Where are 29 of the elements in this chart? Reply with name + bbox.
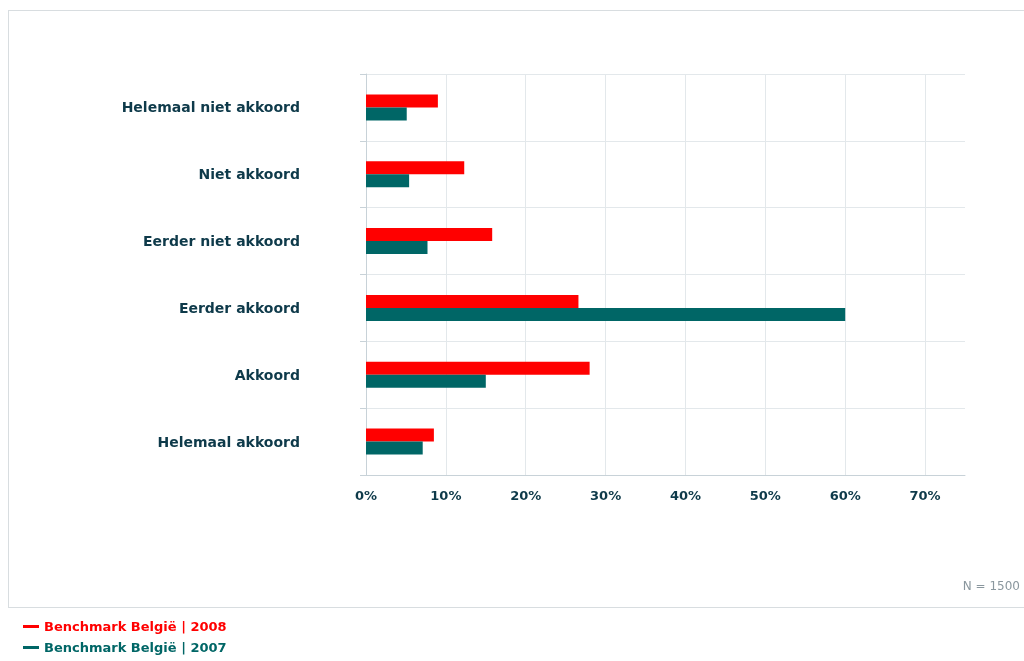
y-tick-label: Helemaal akkoord [157,433,300,450]
bar [366,174,410,188]
x-tick-label: 50% [749,488,781,503]
y-tick-label: Akkoord [234,366,300,383]
bar [366,161,465,175]
bar [366,94,438,108]
bar [366,441,423,455]
x-tick-label: 30% [590,488,622,503]
y-tick-label: Niet akkoord [198,166,300,183]
legend-label: Benchmark België | 2007 [44,640,227,655]
y-tick-label: Eerder akkoord [178,299,300,316]
bar [366,107,407,121]
bar [366,294,579,308]
y-tick-label: Helemaal niet akkoord [121,99,300,116]
bar [366,241,428,255]
x-tick-label: 60% [829,488,861,503]
x-tick-label: 40% [669,488,702,503]
bar [366,374,486,388]
x-tick-label: 0% [354,488,378,503]
bar [366,228,493,242]
bar [366,307,846,321]
x-tick-label: 20% [510,488,542,503]
legend-label: Benchmark België | 2008 [44,619,227,634]
bar [366,428,434,442]
y-tick-label: Eerder niet akkoord [143,233,300,250]
x-tick-label: 70% [909,488,941,503]
x-tick-label: 10% [430,488,462,503]
bar [366,361,590,375]
text: N = 1500 [962,579,1020,593]
